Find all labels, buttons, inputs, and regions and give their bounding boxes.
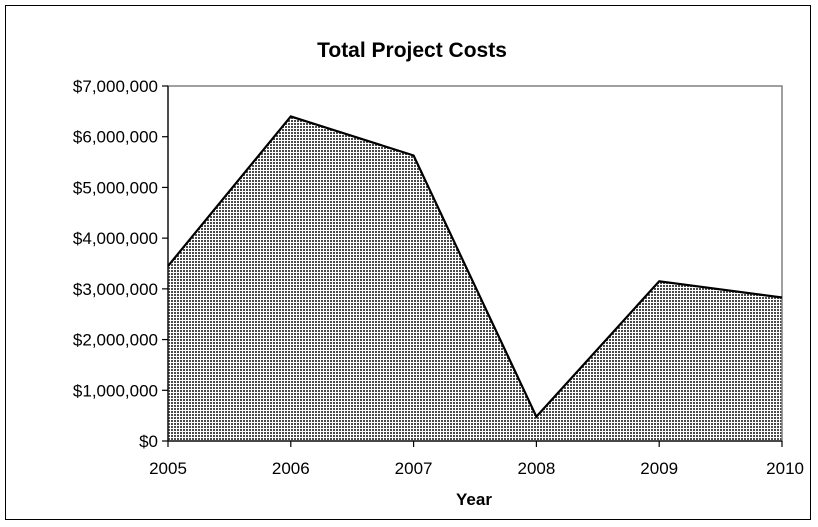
chart-title: Total Project Costs (317, 39, 507, 62)
y-tick-label: $0 (139, 432, 158, 451)
y-tick-label: $6,000,000 (73, 128, 158, 147)
x-tick-label: 2010 (766, 459, 804, 478)
series-line (167, 115, 783, 419)
x-axis-title: Year (456, 490, 492, 509)
y-tick-label: $4,000,000 (73, 229, 158, 248)
y-tick-label: $7,000,000 (73, 77, 158, 96)
y-axis-ticks: $0 $1,000,000 $2,000,000 $3,000,000 $4,000,0… (73, 77, 168, 451)
y-tick-label: $3,000,000 (73, 280, 158, 299)
area-fill (168, 116, 782, 441)
y-tick-label: $5,000,000 (73, 178, 158, 197)
y-tick-label: $1,000,000 (73, 381, 158, 400)
x-axis-ticks: 2005 2006 2007 2008 2009 2010 (149, 441, 804, 478)
x-tick-label: 2005 (149, 459, 187, 478)
y-tick-label: $2,000,000 (73, 331, 158, 350)
x-tick-label: 2007 (395, 459, 433, 478)
x-tick-label: 2006 (272, 459, 310, 478)
plot-area (167, 85, 783, 442)
x-tick-label: 2009 (640, 459, 678, 478)
x-tick-label: 2008 (517, 459, 555, 478)
